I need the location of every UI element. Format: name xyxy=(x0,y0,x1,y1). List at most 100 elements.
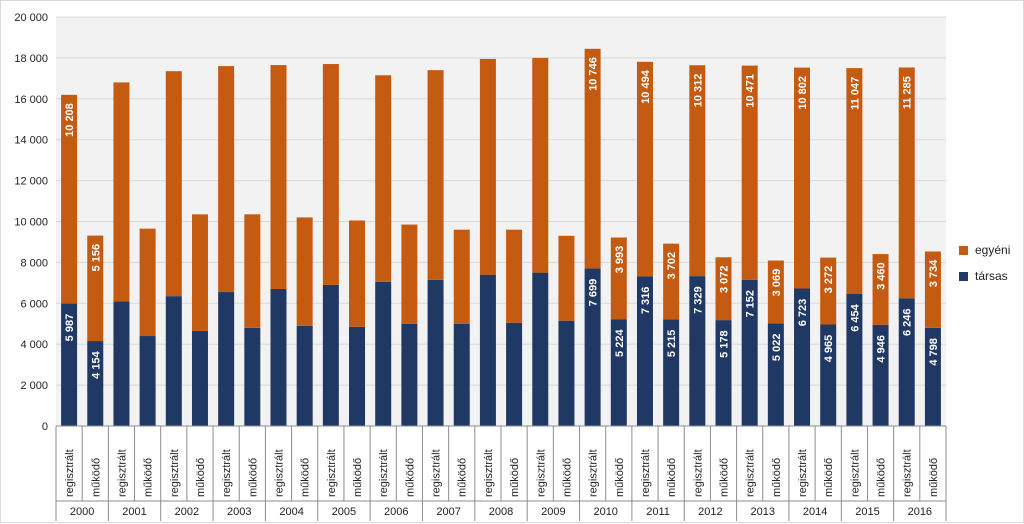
y-tick-label: 0 xyxy=(42,421,48,433)
x-subcategory-label: működő xyxy=(457,458,469,497)
legend-item-egyeni: egyéni xyxy=(959,241,1010,259)
x-subcategory-label: működő xyxy=(247,458,259,497)
bar-segment-egyeni xyxy=(689,65,706,277)
bar-segment-egyeni xyxy=(322,64,339,285)
bar-segment-tarsas xyxy=(113,301,130,426)
data-label-egyeni: 3 460 xyxy=(876,262,888,290)
bar-segment-tarsas xyxy=(87,341,104,426)
x-subcategory-label: regisztrált xyxy=(745,449,757,497)
x-year-label: 2010 xyxy=(593,506,617,518)
bar-segment-tarsas xyxy=(453,323,470,426)
x-subcategory-label: működő xyxy=(404,458,416,497)
y-tick-label: 10 000 xyxy=(14,217,48,229)
bar-segment-egyeni xyxy=(532,57,549,273)
bar-segment-egyeni xyxy=(663,243,680,320)
bar-segment-tarsas xyxy=(898,298,915,426)
bar-segment-egyeni xyxy=(610,237,627,320)
bar-segment-tarsas xyxy=(924,327,941,426)
bar-segment-tarsas xyxy=(296,325,313,426)
legend-label-tarsas: társas xyxy=(975,269,1008,283)
bar-segment-tarsas xyxy=(349,326,366,426)
x-year-label: 2006 xyxy=(384,506,408,518)
bar-segment-egyeni xyxy=(453,229,470,324)
x-subcategory-label: regisztrált xyxy=(588,449,600,497)
bar-segment-tarsas xyxy=(794,288,811,426)
bar-segment-tarsas xyxy=(506,322,523,426)
bar-segment-tarsas xyxy=(820,324,837,426)
bar-segment-tarsas xyxy=(663,319,680,426)
bar-segment-tarsas xyxy=(165,296,182,426)
bar-segment-tarsas xyxy=(715,320,732,426)
x-year-label: 2013 xyxy=(751,506,775,518)
bar-segment-egyeni xyxy=(924,251,941,328)
x-year-label: 2011 xyxy=(646,506,670,518)
x-year-label: 2001 xyxy=(122,506,146,518)
bar-segment-tarsas xyxy=(375,281,392,426)
data-label-tarsas: 7 699 xyxy=(588,279,600,307)
x-subcategory-label: regisztrált xyxy=(692,449,704,497)
bar-segment-tarsas xyxy=(532,272,549,426)
bar-segment-tarsas xyxy=(767,323,784,426)
data-label-tarsas: 6 246 xyxy=(902,309,914,337)
y-tick-label: 12 000 xyxy=(14,176,48,188)
bar-segment-egyeni xyxy=(558,235,575,321)
x-year-label: 2003 xyxy=(227,506,251,518)
bar-segment-tarsas xyxy=(191,330,208,426)
data-label-egyeni: 3 993 xyxy=(614,246,626,274)
data-label-egyeni: 3 702 xyxy=(666,252,678,280)
y-tick-label: 8 000 xyxy=(20,257,48,269)
data-label-tarsas: 5 987 xyxy=(64,314,76,342)
x-subcategory-label: regisztrált xyxy=(431,449,443,497)
x-year-label: 2012 xyxy=(698,506,722,518)
x-subcategory-label: működő xyxy=(771,458,783,497)
x-subcategory-label: működő xyxy=(143,458,155,497)
x-subcategory-label: regisztrált xyxy=(326,449,338,497)
y-tick-label: 14 000 xyxy=(14,135,48,147)
y-tick-label: 18 000 xyxy=(14,53,48,65)
bar-segment-tarsas xyxy=(244,327,261,426)
data-label-egyeni: 10 746 xyxy=(588,57,600,91)
bar-segment-tarsas xyxy=(322,284,339,426)
bar-segment-egyeni xyxy=(270,65,287,289)
x-subcategory-label: regisztrált xyxy=(902,449,914,497)
x-subcategory-label: működő xyxy=(719,458,731,497)
data-label-tarsas: 5 022 xyxy=(771,334,783,362)
bar-segment-egyeni xyxy=(715,257,732,321)
data-label-egyeni: 5 156 xyxy=(90,244,102,272)
bar-segment-tarsas xyxy=(558,320,575,426)
bar-segment-tarsas xyxy=(401,323,418,426)
x-subcategory-label: regisztrált xyxy=(221,449,233,497)
bar-segment-tarsas xyxy=(872,324,889,426)
y-tick-label: 2 000 xyxy=(20,380,48,392)
bar-segment-egyeni xyxy=(191,214,208,331)
bar-segment-egyeni xyxy=(349,220,366,327)
x-year-label: 2000 xyxy=(70,506,94,518)
data-label-tarsas: 4 154 xyxy=(90,350,102,378)
data-label-egyeni: 11 047 xyxy=(849,77,861,110)
bar-segment-egyeni xyxy=(113,82,130,302)
x-subcategory-label: működő xyxy=(876,458,888,497)
legend: egyéni társas xyxy=(959,241,1010,293)
x-subcategory-label: működő xyxy=(90,458,102,497)
bar-segment-egyeni xyxy=(584,48,601,269)
bar-segment-egyeni xyxy=(244,214,261,328)
bar-segment-egyeni xyxy=(218,66,235,293)
bar-segment-egyeni xyxy=(479,58,496,275)
bar-segment-tarsas xyxy=(61,303,78,426)
bar-segment-tarsas xyxy=(846,294,863,426)
x-subcategory-label: működő xyxy=(300,458,312,497)
bar-segment-egyeni xyxy=(375,75,392,282)
data-label-tarsas: 4 965 xyxy=(823,335,835,363)
data-label-tarsas: 7 152 xyxy=(745,290,757,318)
y-tick-label: 6 000 xyxy=(20,298,48,310)
bar-segment-tarsas xyxy=(610,319,627,426)
y-tick-label: 4 000 xyxy=(20,339,48,351)
data-label-egyeni: 3 734 xyxy=(928,259,940,287)
x-subcategory-label: regisztrált xyxy=(640,449,652,497)
x-year-label: 2008 xyxy=(489,506,513,518)
bar-segment-tarsas xyxy=(584,268,601,426)
legend-item-tarsas: társas xyxy=(959,267,1010,285)
x-subcategory-label: működő xyxy=(614,458,626,497)
data-label-tarsas: 5 178 xyxy=(719,330,731,358)
